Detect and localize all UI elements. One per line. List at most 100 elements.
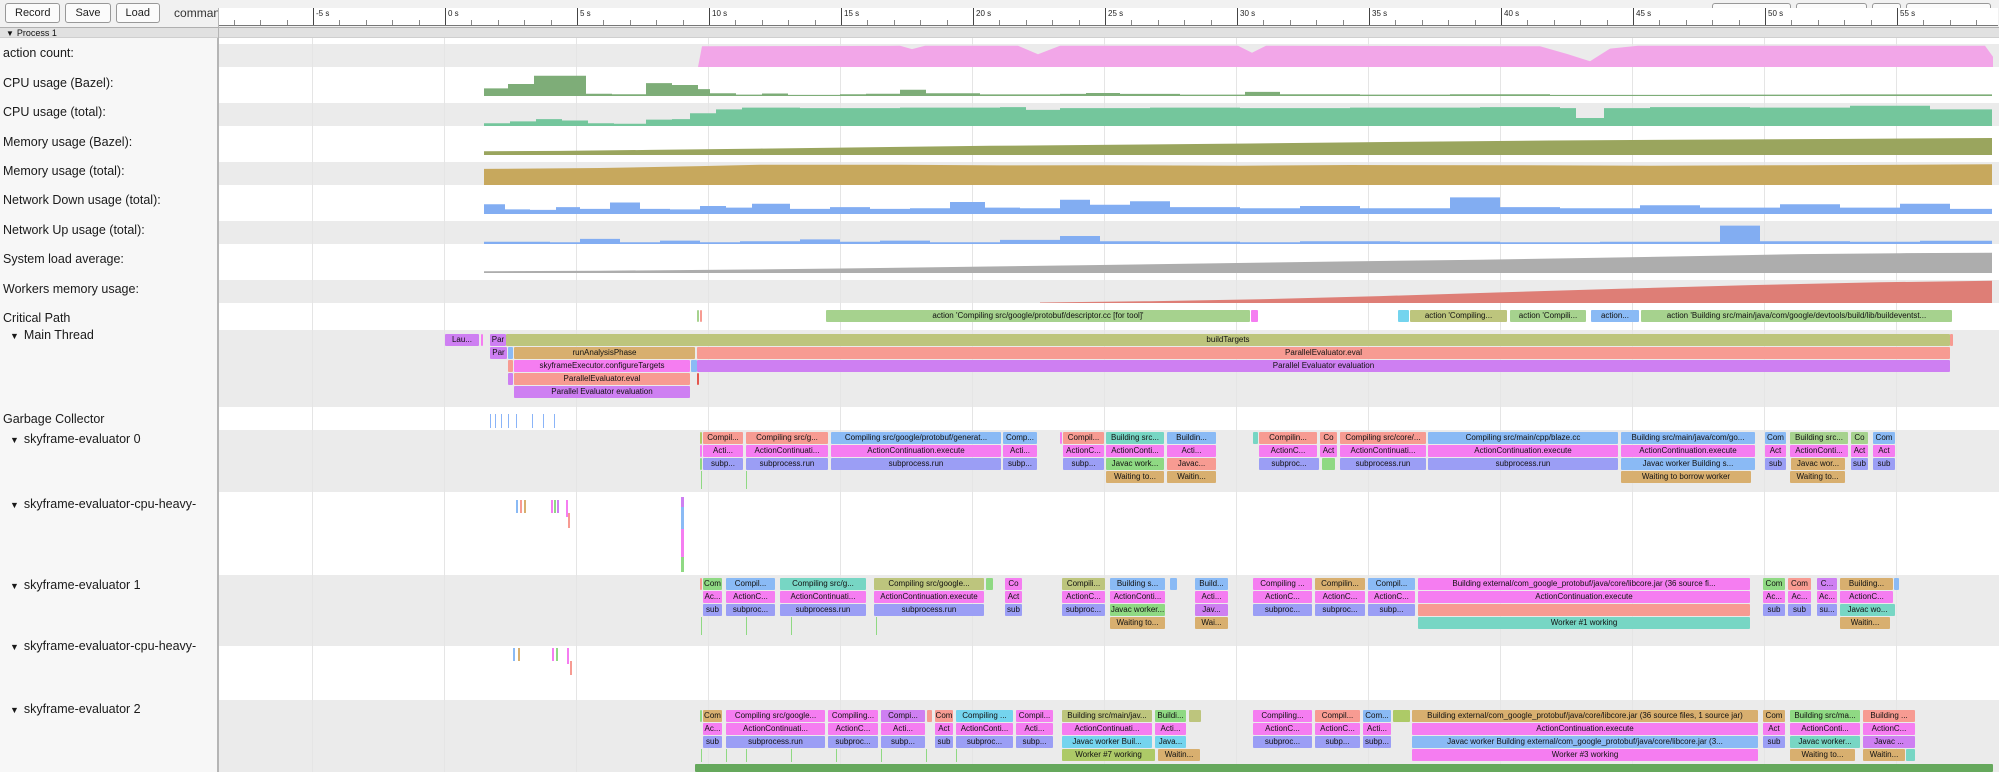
- event-tick[interactable]: [554, 414, 555, 428]
- event-tick[interactable]: [567, 648, 569, 664]
- skyframe-evaluator-2-slice[interactable]: Compiling...: [828, 710, 878, 722]
- skyframe-evaluator-2-slice[interactable]: Compi...: [881, 710, 925, 722]
- skyframe-evaluator-1-slice[interactable]: Ac...: [703, 591, 722, 603]
- counter-track-workers-memory-usage[interactable]: [0, 280, 1999, 303]
- main-thread-slice[interactable]: ParallelEvaluator.eval: [514, 373, 690, 385]
- skyframe-evaluator-0-slice[interactable]: Building src...: [1790, 432, 1848, 444]
- main-thread-slice[interactable]: [481, 334, 483, 346]
- skyframe-evaluator-2-slice[interactable]: Ac...: [703, 723, 722, 735]
- skyframe-evaluator-0-slice[interactable]: Compiling src/main/cpp/blaze.cc: [1428, 432, 1618, 444]
- skyframe-evaluator-2-slice[interactable]: subp...: [1363, 736, 1391, 748]
- event-tick[interactable]: [701, 471, 702, 489]
- skyframe-evaluator-0-slice[interactable]: Javac work...: [1106, 458, 1164, 470]
- skyframe-evaluator-2-slice[interactable]: Javac ...: [1863, 736, 1915, 748]
- skyframe-evaluator-0-slice[interactable]: Compiling src/core/...: [1340, 432, 1426, 444]
- event-tick[interactable]: [490, 414, 491, 428]
- skyframe-evaluator-0-slice[interactable]: sub: [1873, 458, 1895, 470]
- skyframe-evaluator-2-slice[interactable]: Compil...: [1315, 710, 1360, 722]
- skyframe-evaluator-2-slice[interactable]: Com: [703, 710, 722, 722]
- skyframe-evaluator-0-slice[interactable]: subp...: [703, 458, 743, 470]
- skyframe-evaluator-0-slice[interactable]: Javac...: [1167, 458, 1216, 470]
- skyframe-evaluator-0-slice[interactable]: Acti...: [703, 445, 743, 457]
- track-label-main-thread[interactable]: ▼ Main Thread: [3, 328, 94, 342]
- skyframe-evaluator-0-slice[interactable]: Waiting to borrow worker: [1621, 471, 1751, 483]
- skyframe-evaluator-1-slice[interactable]: Javac wo...: [1840, 604, 1895, 616]
- skyframe-evaluator-1-slice[interactable]: subprocess.run: [780, 604, 866, 616]
- skyframe-evaluator-0-slice[interactable]: ActionContinuation.execute: [831, 445, 1001, 457]
- skyframe-evaluator-0-slice[interactable]: subprocess.run: [1340, 458, 1426, 470]
- skyframe-evaluator-1-slice[interactable]: ActionC...: [1840, 591, 1893, 603]
- skyframe-evaluator-0-slice[interactable]: ActionContinuation.execute: [1428, 445, 1618, 457]
- skyframe-evaluator-1-slice[interactable]: [1894, 578, 1899, 590]
- process-header[interactable]: ▼ Process 1: [0, 27, 1999, 38]
- event-tick[interactable]: [513, 648, 515, 661]
- skyframe-evaluator-2-slice[interactable]: ActionContinuation.execute: [1412, 723, 1758, 735]
- skyframe-evaluator-0-slice[interactable]: Compiling src/google/protobuf/generat...: [831, 432, 1001, 444]
- skyframe-evaluator-2-slice[interactable]: Building external/com_google_protobuf/ja…: [1412, 710, 1758, 722]
- collapse-arrow-icon[interactable]: ▼: [10, 500, 19, 510]
- skyframe-evaluator-0-slice[interactable]: ActionContinuati...: [1340, 445, 1426, 457]
- event-tick[interactable]: [554, 500, 556, 513]
- skyframe-evaluator-1-slice[interactable]: ActionContinuation.execute: [874, 591, 984, 603]
- skyframe-evaluator-2-slice[interactable]: sub: [703, 736, 722, 748]
- skyframe-evaluator-1-slice[interactable]: C...: [1817, 578, 1837, 590]
- skyframe-evaluator-1-slice[interactable]: subproc...: [1253, 604, 1312, 616]
- counter-track-memory-usage-bazel[interactable]: [0, 132, 1999, 155]
- skyframe-evaluator-1-slice[interactable]: subprocess.run: [874, 604, 984, 616]
- skyframe-evaluator-2-slice[interactable]: Waitin...: [1863, 749, 1905, 761]
- counter-track-cpu-usage-total[interactable]: [0, 103, 1999, 126]
- skyframe-evaluator-2-slice[interactable]: Acti...: [1016, 723, 1053, 735]
- skyframe-evaluator-1-slice[interactable]: sub: [1763, 604, 1785, 616]
- event-tick[interactable]: [516, 414, 517, 428]
- event-tick[interactable]: [746, 617, 747, 635]
- track-label-skyframe-evaluator-1[interactable]: ▼ skyframe-evaluator 1: [3, 578, 141, 592]
- skyframe-evaluator-0-slice[interactable]: [700, 445, 702, 457]
- skyframe-evaluator-2-slice[interactable]: ActionConti...: [1790, 723, 1860, 735]
- event-tick[interactable]: [551, 500, 553, 513]
- skyframe-evaluator-2-slice[interactable]: Compil...: [1016, 710, 1053, 722]
- skyframe-evaluator-0-slice[interactable]: subproc...: [1259, 458, 1319, 470]
- skyframe-evaluator-1-slice[interactable]: Wai...: [1195, 617, 1228, 629]
- skyframe-evaluator-0-slice[interactable]: Waitin...: [1167, 471, 1216, 483]
- skyframe-evaluator-0-slice[interactable]: ActionC...: [1063, 445, 1104, 457]
- skyframe-evaluator-2-slice[interactable]: subproc...: [828, 736, 878, 748]
- skyframe-evaluator-2-slice[interactable]: ActionC...: [1253, 723, 1312, 735]
- skyframe-evaluator-1-slice[interactable]: Ac...: [1763, 591, 1785, 603]
- skyframe-evaluator-2-slice[interactable]: Com: [935, 710, 953, 722]
- counter-track-network-up[interactable]: [0, 221, 1999, 244]
- skyframe-evaluator-1-slice[interactable]: subproc...: [1062, 604, 1105, 616]
- skyframe-evaluator-2-slice[interactable]: [1393, 710, 1410, 722]
- skyframe-evaluator-2-slice[interactable]: Java...: [1155, 736, 1186, 748]
- skyframe-evaluator-1-slice[interactable]: Building s...: [1110, 578, 1165, 590]
- main-thread-slice[interactable]: skyframeExecutor.configureTargets: [514, 360, 690, 372]
- skyframe-evaluator-1-slice[interactable]: [1418, 604, 1750, 616]
- skyframe-evaluator-1-slice[interactable]: Ac...: [1817, 591, 1837, 603]
- collapse-arrow-icon[interactable]: ▼: [10, 581, 19, 591]
- track-label-skyframe-evaluator-2[interactable]: ▼ skyframe-evaluator 2: [3, 702, 141, 716]
- skyframe-evaluator-1-slice[interactable]: sub: [1788, 604, 1811, 616]
- skyframe-evaluator-0-slice[interactable]: ActionC...: [1259, 445, 1317, 457]
- main-thread-slice[interactable]: buildTargets: [506, 334, 1950, 346]
- save-button[interactable]: Save: [65, 3, 111, 23]
- critical-path-slice[interactable]: [697, 310, 699, 322]
- skyframe-evaluator-1-slice[interactable]: ActionContinuation.execute: [1418, 591, 1750, 603]
- skyframe-evaluator-0-slice[interactable]: Act: [1851, 445, 1868, 457]
- main-thread-slice[interactable]: [508, 373, 513, 385]
- skyframe-evaluator-2-slice[interactable]: ActionContinuati...: [726, 723, 825, 735]
- skyframe-evaluator-1-slice[interactable]: ActionConti...: [1110, 591, 1165, 603]
- skyframe-evaluator-2-slice[interactable]: ActionContinuati...: [1062, 723, 1152, 735]
- event-tick[interactable]: [495, 414, 496, 428]
- skyframe-evaluator-0-slice[interactable]: Building src...: [1106, 432, 1164, 444]
- skyframe-evaluator-2-slice[interactable]: Act: [935, 723, 953, 735]
- skyframe-evaluator-1-slice[interactable]: ActionContinuati...: [780, 591, 866, 603]
- skyframe-evaluator-2-slice[interactable]: Acti...: [881, 723, 925, 735]
- skyframe-evaluator-1-slice[interactable]: Act: [1005, 591, 1022, 603]
- track-label-skyframe-evaluator-cpu-heavy[interactable]: ▼ skyframe-evaluator-cpu-heavy-: [3, 497, 196, 511]
- counter-track-action-count[interactable]: [0, 44, 1999, 67]
- skyframe-evaluator-2-slice[interactable]: Javac worker Building external/com_googl…: [1412, 736, 1758, 748]
- skyframe-evaluator-0-slice[interactable]: Compiling src/g...: [746, 432, 828, 444]
- skyframe-evaluator-1-slice[interactable]: Ac...: [1788, 591, 1811, 603]
- skyframe-evaluator-0-slice[interactable]: Com: [1765, 432, 1786, 444]
- skyframe-evaluator-2-slice[interactable]: subp...: [1315, 736, 1360, 748]
- skyframe-evaluator-2-slice[interactable]: Com: [1763, 710, 1785, 722]
